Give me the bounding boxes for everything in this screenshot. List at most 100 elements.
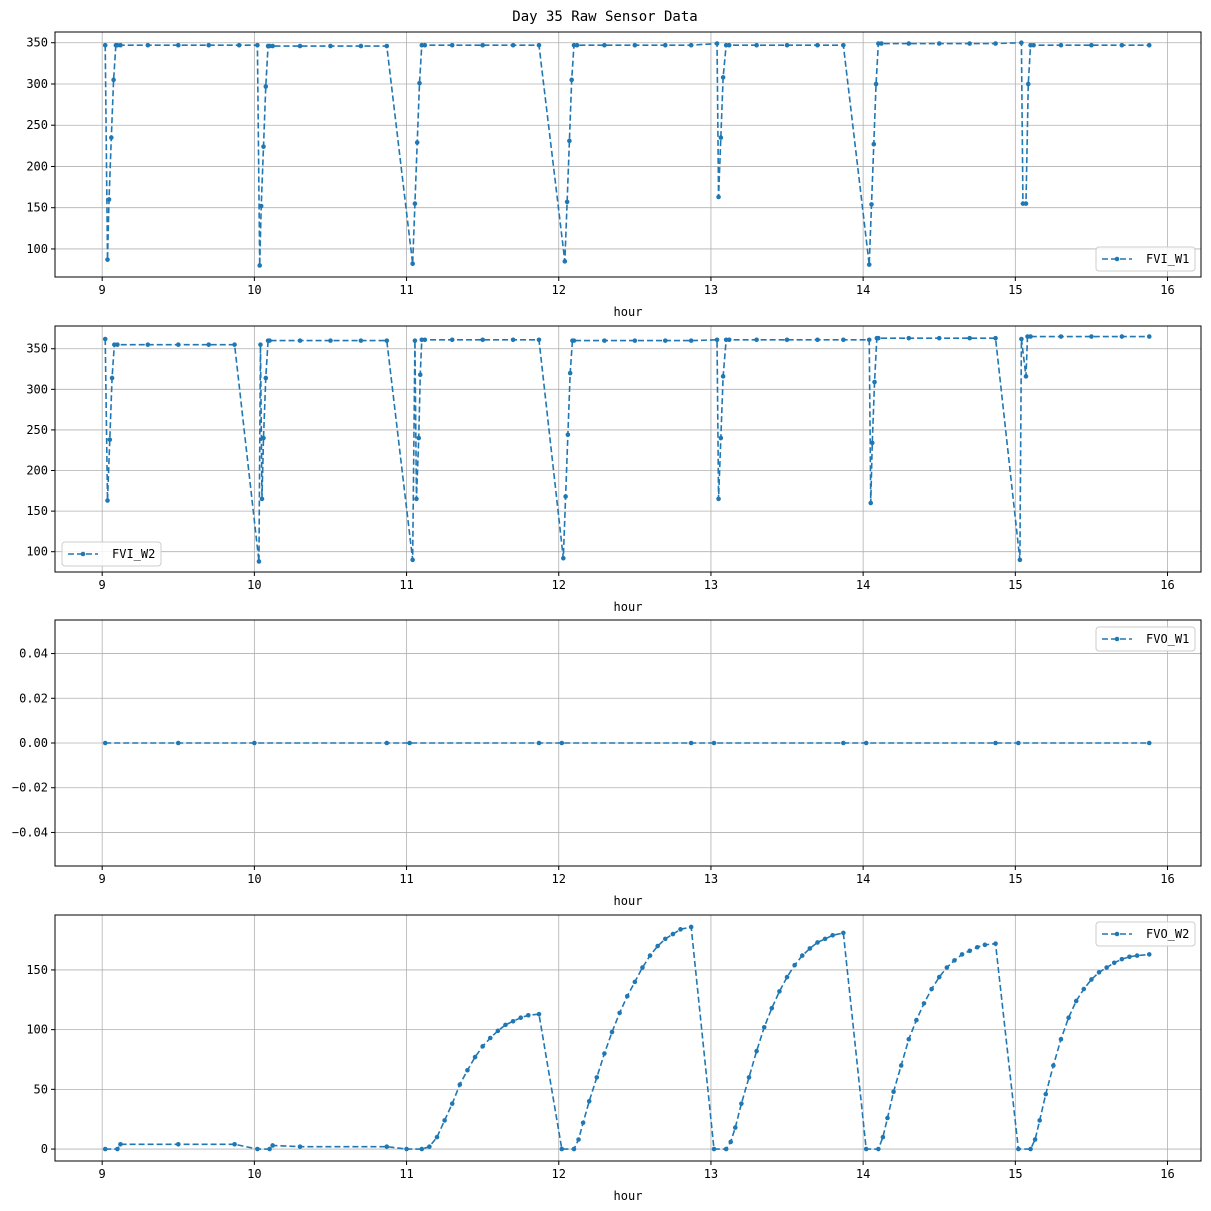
data-point — [906, 1036, 912, 1042]
x-tick-label: 14 — [856, 283, 870, 297]
x-tick-label: 15 — [1008, 283, 1022, 297]
data-point — [563, 494, 568, 499]
data-point — [422, 42, 428, 48]
data-point — [993, 941, 998, 946]
data-point — [863, 740, 869, 746]
data-point — [716, 496, 721, 502]
data-point — [414, 496, 419, 502]
series-line — [104, 41, 1150, 266]
data-point — [495, 1028, 501, 1034]
data-point — [993, 41, 998, 46]
data-point — [384, 1144, 390, 1149]
data-point — [718, 435, 724, 441]
data-point — [107, 437, 113, 442]
data-point — [536, 1011, 542, 1017]
data-point — [815, 337, 820, 343]
data-point — [1028, 334, 1033, 339]
y-tick-label: 0.04 — [19, 647, 48, 661]
data-point — [876, 1146, 881, 1152]
data-point — [1119, 956, 1125, 962]
data-point — [206, 42, 212, 48]
data-point — [959, 952, 965, 957]
data-point — [328, 43, 333, 49]
data-point — [792, 962, 797, 968]
data-point — [571, 1146, 577, 1152]
y-tick-label: 100 — [26, 1023, 48, 1037]
data-point — [536, 740, 542, 746]
data-point — [688, 740, 694, 746]
data-point — [480, 337, 485, 343]
plot-area — [55, 326, 1201, 572]
data-point — [118, 1141, 123, 1147]
data-point — [263, 375, 269, 381]
data-point — [982, 942, 988, 948]
data-point — [105, 498, 110, 503]
data-point — [175, 740, 181, 746]
data-point — [465, 1067, 470, 1073]
data-point — [480, 42, 485, 48]
data-point — [863, 1146, 869, 1152]
legend-box — [61, 541, 162, 567]
y-tick-label: 250 — [26, 118, 48, 132]
data-point — [728, 1139, 734, 1145]
x-tick-label: 14 — [856, 578, 870, 592]
data-point — [777, 989, 782, 994]
data-point — [328, 338, 333, 343]
data-point — [1134, 953, 1140, 958]
x-tick-label: 9 — [99, 283, 106, 297]
x-tick-label: 11 — [399, 1167, 413, 1181]
y-tick-label: −0.04 — [12, 825, 48, 839]
data-point — [754, 42, 759, 48]
data-point — [564, 199, 570, 205]
data-point — [799, 953, 805, 958]
legend-label: FVO_W2 — [1146, 927, 1189, 941]
legend-swatch-marker — [1114, 931, 1120, 937]
data-point — [258, 203, 264, 209]
data-point — [571, 338, 577, 343]
data-point — [784, 337, 790, 343]
data-point — [1017, 557, 1023, 563]
data-point — [252, 740, 257, 746]
legend-box — [1095, 246, 1196, 272]
y-tick-label: 150 — [26, 201, 48, 215]
data-point — [967, 335, 972, 341]
data-point — [936, 974, 942, 980]
data-point — [1119, 42, 1125, 48]
data-point — [267, 1146, 272, 1152]
data-point — [898, 1063, 904, 1068]
subplot-fvi-w2: 9 10 11 12 13 14 15 16 100 150 200 250 300 350 hour FVI… — [26, 325, 1202, 614]
legend: FVO_W2 — [1095, 921, 1196, 947]
data-point — [261, 435, 266, 441]
data-point — [944, 965, 950, 970]
data-point — [807, 946, 813, 951]
y-tick-label: 0 — [41, 1142, 48, 1156]
data-point — [594, 1075, 600, 1080]
x-tick-label: 9 — [99, 872, 106, 886]
data-point — [416, 435, 422, 441]
data-point — [974, 944, 980, 950]
data-point — [1019, 336, 1024, 342]
data-point — [384, 338, 390, 343]
axes-frame — [54, 31, 1202, 278]
x-tick-label: 14 — [856, 872, 870, 886]
data-point — [885, 1115, 890, 1121]
data-point — [993, 335, 998, 341]
y-tick-label: 100 — [26, 242, 48, 256]
data-point — [526, 1013, 531, 1018]
data-point — [434, 1134, 440, 1140]
data-point — [688, 338, 694, 343]
data-point — [1127, 954, 1132, 960]
data-point — [109, 135, 114, 140]
data-point — [256, 559, 262, 564]
data-point — [815, 42, 820, 48]
data-point — [106, 197, 112, 202]
data-point — [102, 42, 108, 48]
data-point — [714, 337, 720, 343]
x-axis-label: hour — [614, 305, 643, 319]
data-point — [1146, 334, 1152, 339]
data-point — [417, 372, 423, 378]
data-point — [655, 943, 660, 949]
legend-swatch-marker — [1114, 256, 1120, 262]
data-point — [449, 42, 455, 48]
data-point — [1031, 42, 1036, 48]
